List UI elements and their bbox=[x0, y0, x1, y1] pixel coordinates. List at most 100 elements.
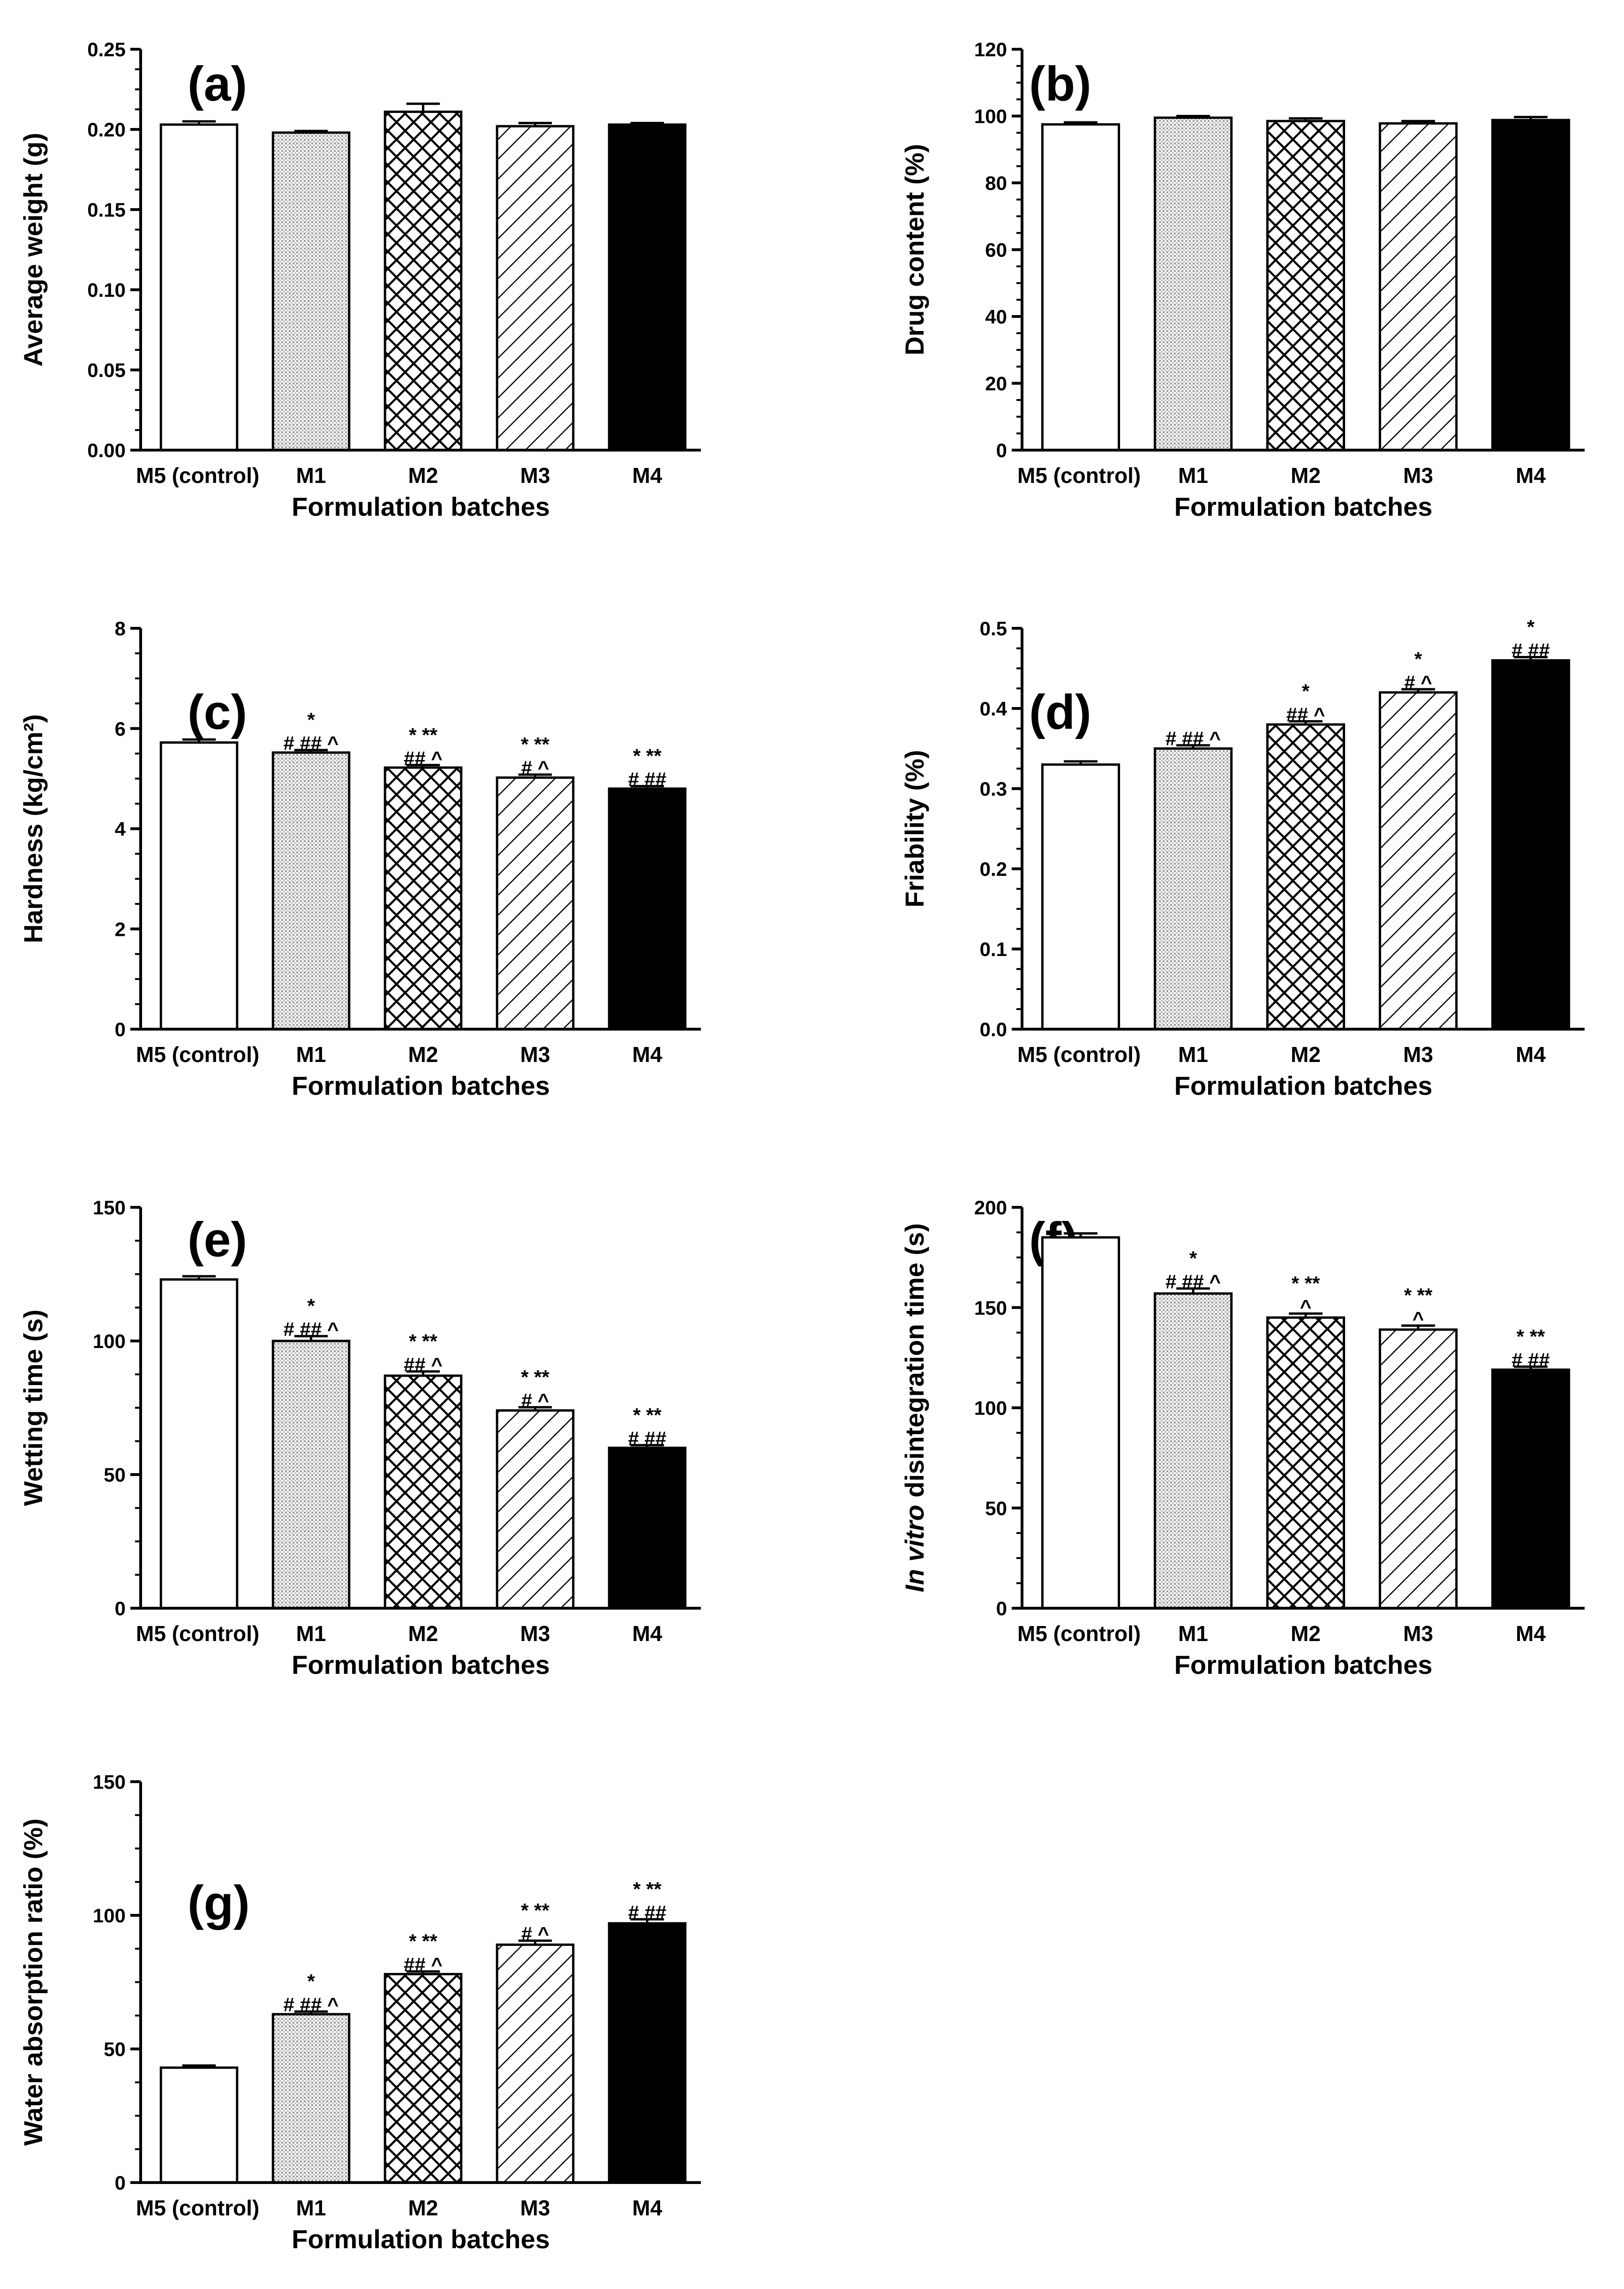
bar bbox=[608, 1446, 687, 1610]
y-tick-label: 80 bbox=[985, 172, 1007, 194]
bar bbox=[1266, 723, 1346, 1031]
significance-label: ## ^ bbox=[404, 747, 443, 769]
y-tick-label: 100 bbox=[93, 1905, 126, 1927]
bar bbox=[1153, 747, 1233, 1031]
x-axis-title: Formulation batches bbox=[292, 492, 550, 521]
bar bbox=[1153, 116, 1233, 452]
bar bbox=[608, 1922, 687, 2184]
significance-label: # ## bbox=[628, 1427, 667, 1449]
bar bbox=[496, 1409, 575, 1610]
bar bbox=[1491, 119, 1571, 452]
y-axis-title: Water absorption ratio (%) bbox=[18, 1819, 48, 2146]
significance-label: # ## bbox=[628, 1902, 667, 1924]
chart-panel-5: (e)M5 (control)*# ## ^M1* **## ^M2* **# … bbox=[18, 1197, 701, 1679]
significance-label: * ** bbox=[633, 1404, 662, 1426]
x-tick-label: M5 (control) bbox=[1017, 1621, 1141, 1646]
significance-label: # ## ^ bbox=[284, 732, 339, 754]
x-axis-title: Formulation batches bbox=[1174, 492, 1433, 521]
y-tick-label: 0.20 bbox=[87, 119, 126, 141]
significance-label: * bbox=[307, 709, 315, 731]
bar bbox=[159, 123, 239, 452]
bar bbox=[496, 125, 575, 452]
significance-label: # ## ^ bbox=[284, 1994, 339, 2016]
x-axis-title: Formulation batches bbox=[292, 1650, 550, 1679]
significance-label: ^ bbox=[1413, 1308, 1424, 1330]
chart-panel-2: (b) M5 (control) M1 M2 M3 M4 0 20 40 60 80 100 120 Fo… bbox=[900, 38, 1585, 521]
y-tick-label: 100 bbox=[974, 1397, 1007, 1419]
y-tick-label: 20 bbox=[985, 373, 1007, 395]
x-tick-label: M3 bbox=[1403, 1621, 1433, 1646]
bar bbox=[1378, 1328, 1458, 1610]
significance-label: ## ^ bbox=[1286, 703, 1325, 725]
x-tick-label: M1 bbox=[296, 1042, 326, 1067]
bar bbox=[1378, 691, 1458, 1031]
bar bbox=[271, 1340, 351, 1610]
y-tick-label: 40 bbox=[985, 306, 1007, 328]
y-tick-label: 120 bbox=[974, 38, 1007, 60]
x-tick-label: M4 bbox=[632, 2196, 662, 2220]
chart-panel-7: (g)M5 (control)*# ## ^M1* **## ^M2* **# … bbox=[18, 1771, 701, 2254]
bar bbox=[1041, 763, 1120, 1031]
bar bbox=[159, 2066, 239, 2184]
significance-label: # ## bbox=[628, 768, 667, 791]
y-axis-title: Hardness (kg/cm²) bbox=[18, 714, 48, 943]
significance-label: # ^ bbox=[521, 1923, 549, 1945]
y-tick-label: 0 bbox=[996, 1597, 1007, 1619]
x-tick-label: M5 (control) bbox=[136, 1042, 259, 1067]
x-tick-label: M5 (control) bbox=[136, 2196, 259, 2220]
x-tick-label: M4 bbox=[1516, 463, 1546, 488]
x-tick-label: M3 bbox=[1403, 463, 1433, 488]
x-tick-label: M2 bbox=[1291, 1621, 1321, 1646]
y-tick-label: 0.5 bbox=[980, 617, 1007, 640]
x-axis-title: Formulation batches bbox=[1174, 1071, 1433, 1100]
x-tick-label: M3 bbox=[520, 463, 550, 488]
significance-label: * ** bbox=[409, 724, 437, 746]
x-tick-label: M5 (control) bbox=[1017, 463, 1141, 488]
significance-label: * ** bbox=[521, 1366, 549, 1388]
y-tick-label: 200 bbox=[974, 1197, 1007, 1219]
significance-label: * ** bbox=[521, 733, 549, 755]
bar bbox=[383, 766, 463, 1031]
significance-label: * ** bbox=[1517, 1325, 1545, 1348]
y-tick-label: 0 bbox=[115, 1018, 126, 1040]
significance-label: ^ bbox=[1300, 1296, 1312, 1318]
bar bbox=[383, 1973, 463, 2184]
y-tick-label: 4 bbox=[115, 818, 126, 840]
chart-panel-3: (c)M5 (control)*# ## ^M1* **## ^M2* **# … bbox=[18, 617, 701, 1100]
x-tick-label: M1 bbox=[1178, 1042, 1208, 1067]
significance-label: # ^ bbox=[1404, 671, 1432, 693]
y-tick-label: 0 bbox=[996, 439, 1007, 461]
chart-panel-6: (f)M5 (control)*# ## ^M1* **^M2* **^M3* … bbox=[900, 1197, 1585, 1679]
y-axis-title: Friability (%) bbox=[900, 750, 929, 907]
y-tick-label: 150 bbox=[93, 1197, 126, 1219]
significance-label: # ## bbox=[1511, 640, 1550, 662]
y-tick-label: 100 bbox=[974, 105, 1007, 128]
bar bbox=[496, 776, 575, 1031]
x-tick-label: M2 bbox=[408, 2196, 438, 2220]
y-tick-label: 50 bbox=[104, 1464, 126, 1486]
x-tick-label: M1 bbox=[296, 463, 326, 488]
y-axis-title: Average weight (g) bbox=[18, 133, 48, 367]
x-tick-label: M1 bbox=[1178, 463, 1208, 488]
significance-label: ## ^ bbox=[404, 1354, 443, 1376]
bar bbox=[383, 110, 463, 452]
chart-panel-1: (a) M5 (control) M1 M2 M3 M4 0.00 0.05 0.10 0.15 0… bbox=[18, 38, 701, 521]
x-tick-label: M1 bbox=[296, 2196, 326, 2220]
significance-label: * ** bbox=[409, 1330, 437, 1352]
bar bbox=[1266, 120, 1346, 452]
x-tick-label: M5 (control) bbox=[1017, 1042, 1141, 1067]
significance-label: * bbox=[307, 1295, 315, 1317]
y-tick-label: 6 bbox=[115, 718, 126, 740]
x-tick-label: M2 bbox=[408, 1042, 438, 1067]
x-tick-label: M4 bbox=[1516, 1042, 1546, 1067]
y-tick-label: 0 bbox=[115, 1597, 126, 1619]
bar bbox=[1041, 1236, 1120, 1610]
bar bbox=[271, 131, 351, 452]
y-axis-title: Wetting time (s) bbox=[18, 1310, 48, 1506]
significance-label: # ^ bbox=[521, 1389, 549, 1411]
y-tick-label: 0.00 bbox=[87, 439, 126, 461]
y-tick-label: 0.15 bbox=[87, 199, 126, 221]
panel-label: (d) bbox=[1029, 685, 1091, 739]
significance-label: * bbox=[1189, 1247, 1197, 1269]
